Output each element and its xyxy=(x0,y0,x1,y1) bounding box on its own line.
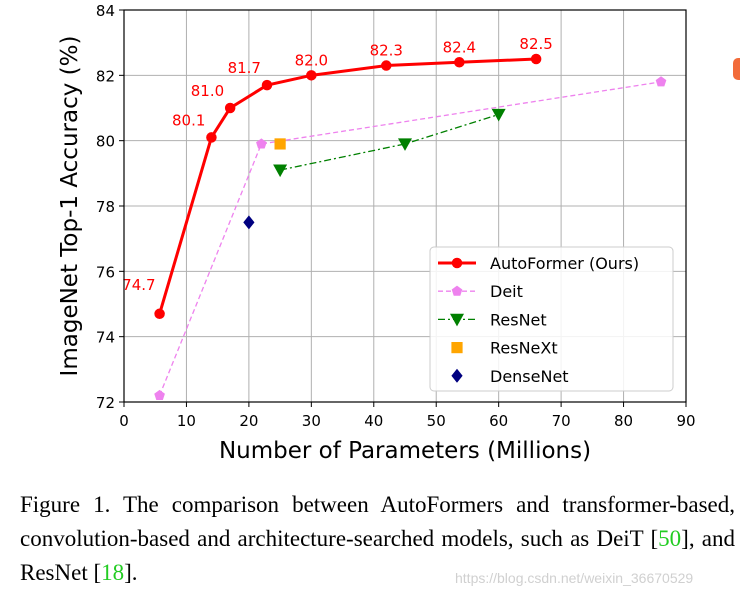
legend-marker-resnet xyxy=(450,313,464,327)
data-label: 81.7 xyxy=(228,59,261,77)
legend-label-deit: Deit xyxy=(490,282,523,301)
resnet-line xyxy=(279,113,499,171)
watermark: https://blog.csdn.net/weixin_36670529 xyxy=(455,570,694,586)
legend-box xyxy=(429,246,674,392)
densenet-point xyxy=(243,215,255,230)
x-tick-label: 80 xyxy=(614,412,633,430)
autoformer-ours-point xyxy=(206,132,217,143)
autoformer-ours-point xyxy=(306,70,317,81)
legend-label-autoformer-ours: AutoFormer (Ours) xyxy=(490,254,639,273)
x-tick-label: 70 xyxy=(552,412,571,430)
autoformer-ours-point xyxy=(154,308,165,320)
x-tick-label: 60 xyxy=(489,412,508,430)
data-label: 74.7 xyxy=(122,276,155,294)
legend-marker-densenet xyxy=(451,368,463,383)
data-label: 82.4 xyxy=(443,38,476,56)
orange-edge-icon xyxy=(733,58,740,80)
y-tick-label: 74 xyxy=(96,329,115,347)
legend-label-resnet: ResNet xyxy=(490,310,547,329)
resnext-point xyxy=(274,138,286,150)
y-tick-label: 84 xyxy=(96,2,115,20)
resnet-point xyxy=(273,164,288,178)
x-tick-label: 40 xyxy=(364,412,383,430)
y-tick-label: 72 xyxy=(96,394,115,412)
chart: 0 10 20 30 40 50 60 70 80 90 72 74 76 78 80 82 84 74.7 80… xyxy=(57,2,696,464)
caption-text: Figure 1. The comparison between AutoFor… xyxy=(20,492,735,551)
legend-marker-autoformer-ours xyxy=(451,257,463,269)
legend-label-resnext: ResNeXt xyxy=(490,339,558,358)
data-label: 80.1 xyxy=(172,111,205,129)
x-tick-label: 50 xyxy=(427,412,446,430)
data-label: 82.5 xyxy=(519,35,552,53)
plot-frame xyxy=(123,9,687,403)
y-tick-label: 80 xyxy=(96,133,115,151)
autoformer-ours-point xyxy=(381,60,392,71)
citation-link[interactable]: 50 xyxy=(658,526,682,551)
autoformer-ours-point xyxy=(261,79,273,91)
legend-label-densenet: DenseNet xyxy=(490,367,569,386)
deit-point xyxy=(256,138,267,149)
legend: AutoFormer (Ours) Deit ResNet ResNeXt DenseN… xyxy=(429,246,674,392)
legend-marker-deit xyxy=(451,285,463,296)
autoformer-ours-point xyxy=(454,57,465,68)
autoformer-ours-point xyxy=(530,53,542,65)
resnet-point xyxy=(398,138,412,151)
x-axis-label: Number of Parameters (Millions) xyxy=(219,438,591,464)
y-axis-label: ImageNet Top-1 Accuracy (%) xyxy=(57,36,83,377)
figure-caption: Figure 1. The comparison between AutoFor… xyxy=(20,488,735,590)
data-label: 82.0 xyxy=(295,51,328,69)
x-tick-label: 20 xyxy=(239,412,258,430)
deit-point xyxy=(154,389,165,400)
resnet-point xyxy=(491,108,506,122)
x-tick-label: 90 xyxy=(676,412,695,430)
deit-point xyxy=(655,76,667,87)
x-tick-label: 10 xyxy=(177,412,196,430)
autoformer-ours-point xyxy=(224,102,236,114)
y-tick-label: 76 xyxy=(96,263,115,281)
data-label: 81.0 xyxy=(191,82,224,100)
citation-link[interactable]: 18 xyxy=(101,560,125,585)
x-tick-label: 0 xyxy=(119,412,129,430)
x-tick-label: 30 xyxy=(302,412,321,430)
y-tick-label: 82 xyxy=(96,67,115,85)
legend-marker-resnext xyxy=(451,342,463,354)
caption-text: ]. xyxy=(124,560,138,585)
autoformer-ours-line xyxy=(158,57,537,315)
data-label: 82.3 xyxy=(370,42,403,60)
deit-line xyxy=(158,81,662,396)
y-tick-label: 78 xyxy=(96,198,115,216)
caption-text: ], and ResNet [ xyxy=(20,526,735,585)
